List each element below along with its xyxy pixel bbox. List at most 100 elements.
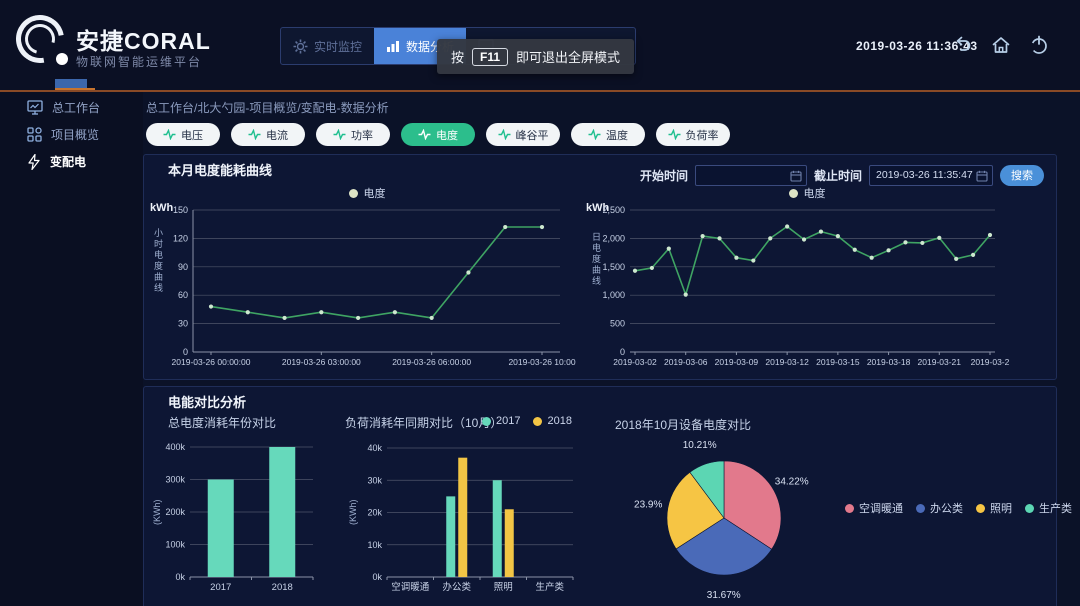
compare-panel	[143, 386, 1057, 606]
svg-text:40k: 40k	[367, 443, 382, 453]
brand-subtitle: 物联网智能运维平台	[76, 55, 203, 69]
filter-label: 峰谷平	[515, 129, 549, 142]
tooltip-suffix: 即可退出全屏模式	[516, 50, 621, 65]
calendar-icon[interactable]	[976, 170, 988, 182]
end-time-label: 截止时间	[814, 168, 863, 183]
header-accent-tab	[55, 79, 87, 89]
legend-item[interactable]: 照明	[976, 500, 1012, 516]
compare-panel-title: 电能对比分析	[168, 395, 247, 410]
pulse-icon	[333, 129, 346, 140]
legend-item[interactable]: 办公类	[916, 500, 963, 516]
filter-power[interactable]: 功率	[316, 123, 390, 146]
svg-text:2,500: 2,500	[602, 205, 625, 215]
filter-label: 电度	[436, 129, 458, 142]
svg-text:31.67%: 31.67%	[707, 590, 741, 601]
sidebar-item-workbench[interactable]: 总工作台	[0, 94, 143, 121]
svg-text:0k: 0k	[372, 572, 382, 582]
back-undo-icon[interactable]	[952, 34, 974, 56]
filter-label: 电流	[266, 129, 288, 142]
pulse-icon	[418, 129, 431, 140]
daily-side-label: 日电度曲线	[591, 232, 601, 287]
legend-label: 照明	[990, 503, 1012, 515]
svg-text:23.9%: 23.9%	[634, 499, 662, 510]
svg-text:2019-03-12: 2019-03-12	[765, 357, 809, 367]
pulse-icon	[248, 129, 261, 140]
end-time-field	[869, 164, 994, 186]
filter-peak-valley[interactable]: 峰谷平	[486, 123, 560, 146]
sidebar: 总工作台 项目概览 变配电	[0, 94, 143, 606]
legend-dot	[916, 503, 925, 513]
legend-dot	[533, 416, 543, 426]
daily-y-unit: kWh	[586, 202, 610, 214]
legend-dot	[1025, 503, 1034, 513]
filter-label: 功率	[351, 129, 373, 142]
legend-item[interactable]: 2018	[533, 415, 572, 427]
filter-load-rate[interactable]: 负荷率	[656, 123, 730, 146]
svg-text:2019-03-18: 2019-03-18	[867, 357, 911, 367]
sidebar-item-power-distribution[interactable]: 变配电	[0, 148, 143, 175]
legend-label: 生产类	[1039, 503, 1072, 515]
header-datetime: 2019-03-26 11:36:43	[856, 39, 978, 53]
breadcrumb: 总工作台/北大勺园-项目概览/变配电-数据分析	[146, 101, 389, 115]
trend-panel	[143, 154, 1057, 380]
svg-text:30: 30	[178, 319, 188, 329]
svg-text:2019-03-06: 2019-03-06	[664, 357, 708, 367]
pulse-icon	[588, 129, 601, 140]
legend-dot	[348, 188, 358, 198]
svg-text:10k: 10k	[367, 540, 382, 550]
filter-temperature[interactable]: 温度	[571, 123, 645, 146]
fullscreen-exit-tooltip: 按 F11 即可退出全屏模式	[437, 39, 635, 74]
svg-text:2019-03-02: 2019-03-02	[613, 357, 657, 367]
svg-text:空调暖通: 空调暖通	[391, 581, 430, 593]
filter-energy[interactable]: 电度	[401, 123, 475, 146]
bar-chart-icon	[387, 40, 400, 52]
svg-text:90: 90	[178, 262, 188, 272]
sidebar-item-label: 项目概览	[51, 128, 100, 142]
svg-text:生产类: 生产类	[535, 581, 564, 593]
hourly-chart-legend[interactable]: 电度	[312, 185, 422, 201]
svg-text:10.21%: 10.21%	[683, 440, 717, 451]
legend-dot	[482, 416, 491, 426]
hourly-y-unit: kWh	[150, 202, 174, 214]
svg-text:1,000: 1,000	[602, 290, 625, 300]
home-icon[interactable]	[990, 34, 1012, 56]
load-compare-bar-chart: 0k 10k 20k 30k 40k 空调暖通 办公类 照明 生产类	[345, 430, 660, 606]
brand-logo-icon	[6, 5, 74, 73]
daily-chart-legend[interactable]: 电度	[752, 185, 862, 201]
search-button[interactable]: 搜索	[1000, 164, 1045, 186]
legend-item[interactable]: 生产类	[1025, 500, 1072, 516]
filter-voltage[interactable]: 电压	[146, 123, 220, 146]
nav-realtime-monitor-button[interactable]: 实时监控	[281, 28, 374, 64]
start-time-label: 开始时间	[640, 168, 689, 183]
svg-text:2019-03-09: 2019-03-09	[715, 357, 759, 367]
start-time-input[interactable]	[696, 165, 807, 185]
legend-item[interactable]: 2017	[482, 415, 520, 427]
header: 安捷CORAL 物联网智能运维平台 实时监控	[0, 0, 1080, 90]
svg-text:34.22%: 34.22%	[775, 476, 809, 487]
svg-text:0k: 0k	[175, 572, 185, 582]
svg-text:150: 150	[173, 205, 188, 215]
gear-icon	[293, 39, 308, 53]
grid-icon	[27, 127, 42, 142]
svg-text:2019-03-15: 2019-03-15	[816, 357, 860, 367]
calendar-icon[interactable]	[790, 170, 802, 182]
sidebar-item-projects[interactable]: 项目概览	[0, 121, 143, 148]
header-divider	[0, 90, 1080, 92]
legend-item[interactable]: 空调暖通	[845, 500, 903, 516]
load-bar-legend: 2017 2018	[482, 415, 572, 427]
svg-text:办公类: 办公类	[442, 581, 471, 593]
tooltip-prefix: 按	[451, 50, 465, 65]
daily-line-chart: 0 500 1,000 1,500 2,000 2,500 2019-03-02 2019-0…	[598, 196, 1050, 385]
legend-label: 2017	[496, 415, 521, 427]
end-time-input[interactable]	[870, 165, 993, 185]
svg-text:300k: 300k	[165, 475, 185, 485]
load-bar-title: 负荷消耗年同期对比（10月）	[345, 416, 503, 430]
svg-text:2019-03-21: 2019-03-21	[918, 357, 962, 367]
filter-current[interactable]: 电流	[231, 123, 305, 146]
svg-text:500: 500	[610, 319, 625, 329]
pie-legend: 空调暖通 办公类 照明 生产类	[845, 500, 1072, 516]
svg-text:2019-03-26 10:00: 2019-03-26 10:00	[508, 357, 575, 367]
svg-text:照明: 照明	[494, 582, 513, 593]
power-icon[interactable]	[1028, 34, 1050, 56]
